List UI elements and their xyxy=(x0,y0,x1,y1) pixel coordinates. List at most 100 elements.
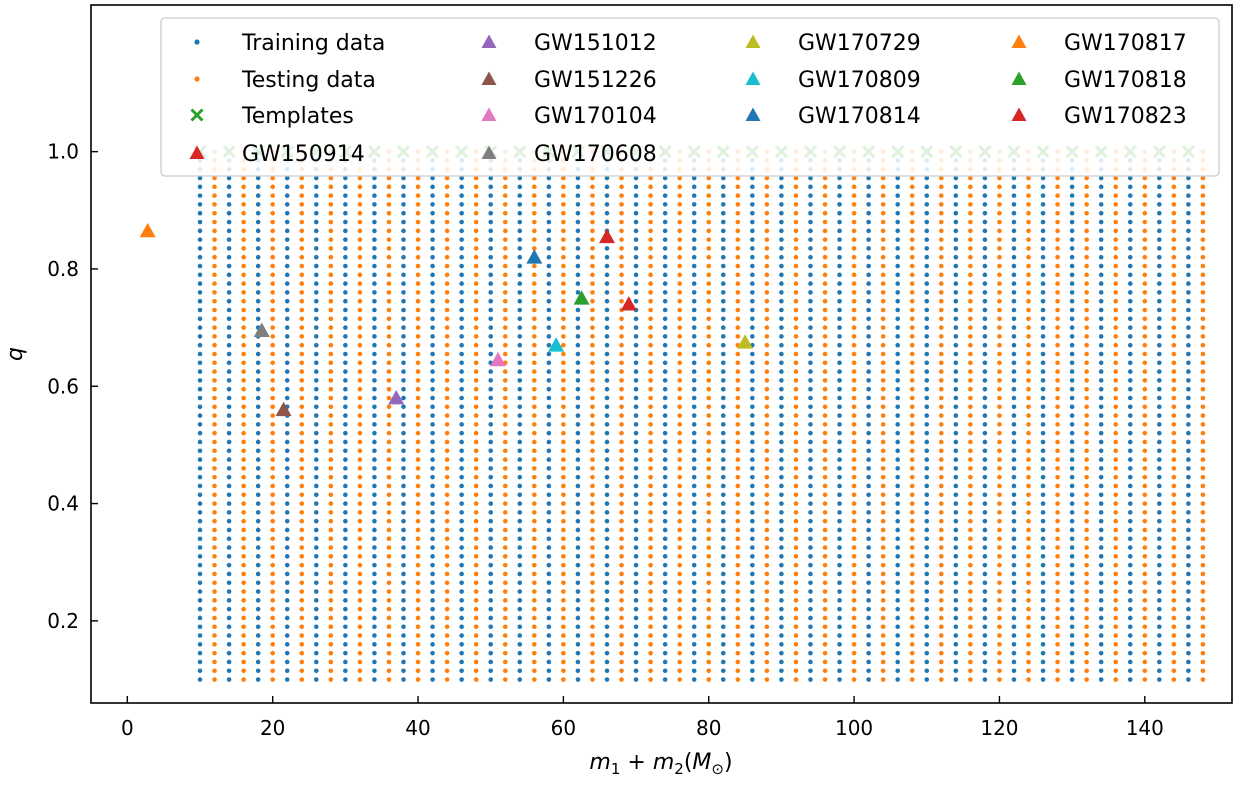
training-point xyxy=(1069,457,1075,462)
testing-point xyxy=(968,193,973,198)
training-point xyxy=(343,404,348,410)
training-point xyxy=(1040,598,1046,603)
testing-point xyxy=(619,193,624,198)
testing-point xyxy=(1200,562,1206,568)
training-point xyxy=(1011,386,1017,392)
testing-point xyxy=(502,448,508,454)
training-point xyxy=(1186,342,1191,348)
training-point xyxy=(372,650,377,656)
testing-point xyxy=(502,219,508,225)
training-point xyxy=(488,545,494,550)
training-point xyxy=(488,474,494,480)
testing-point xyxy=(561,325,566,330)
training-point xyxy=(1069,237,1075,242)
training-point xyxy=(837,554,842,559)
testing-point xyxy=(590,228,595,234)
testing-point xyxy=(706,351,712,357)
testing-point xyxy=(386,210,392,216)
training-point xyxy=(662,272,668,278)
training-point xyxy=(459,281,464,286)
testing-point xyxy=(1171,360,1177,366)
testing-point xyxy=(677,448,682,454)
training-point xyxy=(255,677,261,682)
training-point xyxy=(1127,527,1133,533)
training-point xyxy=(430,175,435,181)
training-point xyxy=(1157,202,1162,207)
training-point xyxy=(924,606,930,612)
testing-point xyxy=(473,606,479,612)
testing-point xyxy=(502,457,508,462)
training-point xyxy=(313,562,319,568)
training-point xyxy=(546,175,552,181)
training-point xyxy=(430,193,435,198)
training-point xyxy=(1011,237,1017,242)
testing-point xyxy=(502,474,508,480)
training-point xyxy=(604,263,610,269)
training-point xyxy=(720,624,726,630)
testing-point xyxy=(1055,175,1060,181)
testing-point xyxy=(735,624,741,630)
testing-point xyxy=(939,598,944,603)
axes-frame xyxy=(90,4,1233,704)
testing-point xyxy=(444,598,450,603)
training-point xyxy=(837,202,842,207)
testing-point xyxy=(357,219,363,225)
training-point xyxy=(343,193,348,198)
testing-point xyxy=(328,210,334,216)
training-point xyxy=(1040,624,1046,630)
testing-point xyxy=(590,254,595,260)
training-point xyxy=(924,272,930,278)
training-point xyxy=(895,334,900,339)
testing-point xyxy=(1142,298,1148,304)
training-point xyxy=(691,175,697,181)
testing-point xyxy=(909,580,915,586)
training-point xyxy=(372,334,377,339)
testing-point xyxy=(968,202,973,207)
training-point xyxy=(720,202,726,207)
training-point xyxy=(430,369,435,374)
training-point xyxy=(255,492,261,498)
training-point xyxy=(691,272,697,278)
testing-point xyxy=(444,193,450,198)
training-point xyxy=(401,642,406,647)
training-point xyxy=(720,325,726,330)
training-point xyxy=(1157,545,1162,550)
testing-point xyxy=(473,202,479,207)
training-point xyxy=(953,246,959,251)
training-point xyxy=(575,342,581,348)
training-point xyxy=(488,378,494,383)
testing-point xyxy=(706,430,712,436)
testing-point xyxy=(968,527,973,533)
testing-point xyxy=(299,642,305,647)
training-point xyxy=(255,642,261,647)
training-point xyxy=(1127,298,1133,304)
training-point xyxy=(808,615,813,621)
testing-point xyxy=(357,193,363,198)
training-point xyxy=(284,466,290,471)
training-point xyxy=(343,325,348,330)
training-point xyxy=(837,175,842,181)
training-point xyxy=(1098,606,1104,612)
testing-point xyxy=(968,677,973,682)
training-point xyxy=(313,527,319,533)
training-point xyxy=(808,510,813,515)
training-point xyxy=(372,184,377,190)
testing-point xyxy=(880,307,886,313)
training-point xyxy=(1157,175,1162,181)
training-point xyxy=(837,430,842,436)
training-point xyxy=(691,281,697,286)
training-point xyxy=(284,369,290,374)
testing-point xyxy=(648,334,653,339)
testing-point xyxy=(968,439,973,445)
training-point xyxy=(401,527,406,533)
training-point xyxy=(1011,325,1017,330)
testing-point xyxy=(532,448,537,454)
training-point xyxy=(808,483,813,489)
training-point xyxy=(691,202,697,207)
testing-point xyxy=(909,642,915,647)
training-point xyxy=(546,562,552,568)
training-point xyxy=(866,175,871,181)
testing-point xyxy=(1026,290,1031,295)
training-point xyxy=(197,184,203,190)
testing-point xyxy=(764,325,770,330)
